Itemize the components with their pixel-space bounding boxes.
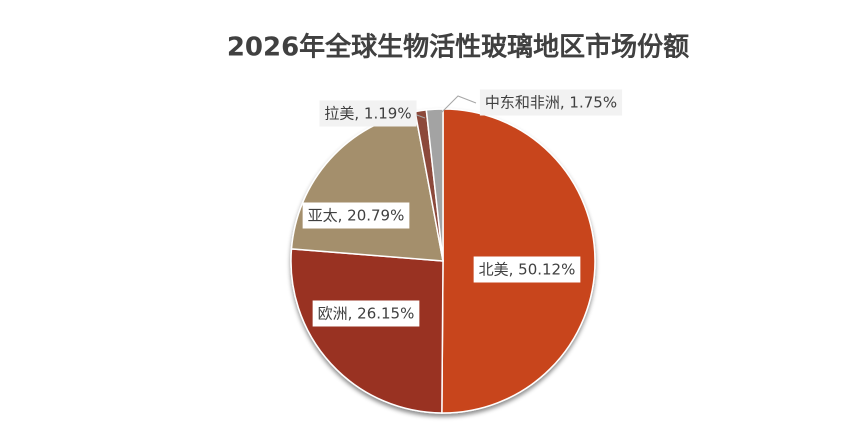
data-label: 北美, 50.12%	[479, 261, 576, 279]
pie-slice	[290, 248, 444, 414]
chart-title: 2026年全球生物活性玻璃地区市场份额	[227, 32, 689, 63]
label-box	[312, 300, 420, 327]
label-box	[479, 89, 623, 116]
data-label: 拉美, 1.19%	[324, 105, 411, 123]
data-label: 中东和非洲, 1.75%	[485, 94, 617, 112]
leader-line	[439, 95, 477, 115]
data-label: 亚太, 20.79%	[308, 207, 405, 225]
pie-slice	[425, 108, 444, 262]
label-box	[319, 100, 417, 127]
label-box	[302, 202, 410, 229]
labels: 北美, 50.12% 欧洲, 26.15% 亚太, 20.79% 拉美, 1.19% 中…	[302, 89, 623, 327]
data-label: 欧洲, 26.15%	[318, 305, 415, 323]
label-box	[473, 256, 581, 283]
